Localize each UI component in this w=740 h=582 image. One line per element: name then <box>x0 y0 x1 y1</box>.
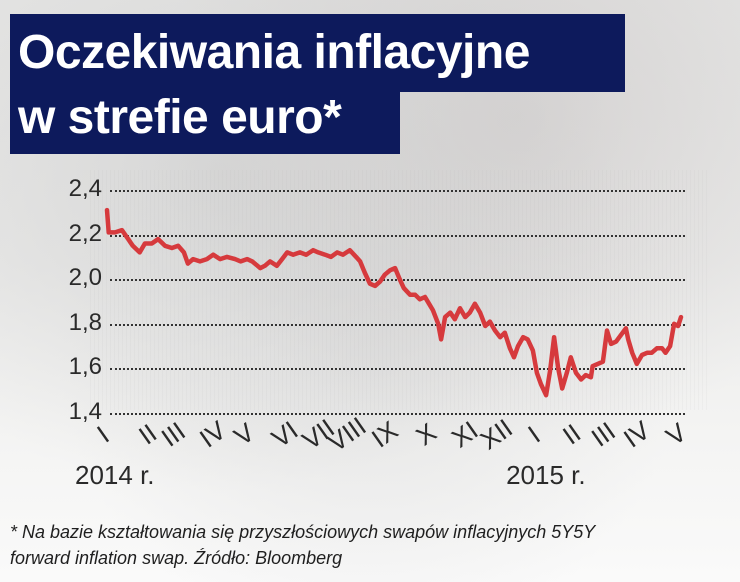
gridline <box>110 279 685 282</box>
footnote-line2: forward inflation swap. Źródło: Bloomber… <box>10 548 343 568</box>
year-label: 2014 r. <box>75 460 155 490</box>
y-tick-label: 1,8 <box>68 308 102 336</box>
gridline <box>110 234 685 237</box>
year-label: 2015 r. <box>506 460 586 490</box>
gridline <box>110 190 685 192</box>
y-tick-label: 1,6 <box>68 353 102 381</box>
inflation-expectations-line <box>104 207 684 398</box>
gridline <box>110 368 685 371</box>
y-tick-label: 2,0 <box>68 264 102 292</box>
chart-title-line1: Oczekiwania inflacyjne <box>10 14 625 92</box>
gridline <box>110 413 685 415</box>
footnote-line1: * Na bazie kształtowania się przyszłości… <box>10 522 596 542</box>
gridline <box>110 323 685 326</box>
y-tick-label: 1,4 <box>68 398 102 425</box>
chart-title-line2: w strefie euro* <box>10 92 400 154</box>
footnote: * Na bazie kształtowania się przyszłości… <box>10 519 730 571</box>
y-tick-label: 2,2 <box>68 219 102 247</box>
y-tick-label: 2,4 <box>68 175 102 202</box>
